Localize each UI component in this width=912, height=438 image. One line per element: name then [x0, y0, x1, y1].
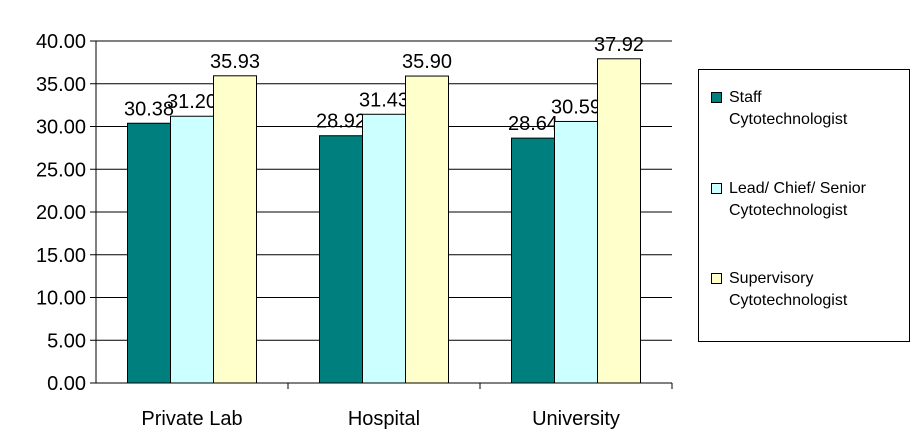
bar — [362, 113, 406, 384]
data-label: 31.20 — [167, 91, 217, 113]
x-category-label: Private Lab — [141, 408, 242, 430]
data-label: 30.59 — [551, 96, 601, 118]
bar — [511, 137, 555, 384]
y-tick-label: 20.00 — [36, 202, 86, 224]
bar — [319, 135, 363, 384]
legend-label-staff: Staff Cytotechnologist — [729, 89, 848, 128]
chart-legend: Staff Cytotechnologist Lead/ Chief/ Seni… — [698, 69, 910, 342]
y-tick-label: 5.00 — [47, 330, 86, 352]
data-label: 30.38 — [124, 98, 174, 120]
data-label: 35.90 — [402, 51, 452, 73]
bar — [127, 122, 171, 384]
x-category-label: University — [532, 408, 620, 430]
legend-swatch-supervisory — [711, 273, 722, 284]
bar — [405, 75, 449, 384]
y-tick-label: 15.00 — [36, 245, 86, 267]
bar — [170, 115, 214, 384]
legend-label-supervisory: Supervisory Cytotechnologist — [729, 270, 848, 309]
y-tick-label: 25.00 — [36, 159, 86, 181]
data-label: 35.93 — [210, 51, 260, 73]
data-label: 31.43 — [359, 89, 409, 111]
legend-swatch-lead — [711, 183, 722, 194]
y-tick-label: 30.00 — [36, 117, 86, 139]
data-label: 28.92 — [316, 111, 366, 133]
data-label: 37.92 — [594, 34, 644, 56]
x-category-label: Hospital — [348, 408, 420, 430]
legend-label-lead: Lead/ Chief/ Senior Cytotechnologist — [729, 180, 866, 219]
bar — [213, 75, 257, 384]
y-tick-label: 0.00 — [47, 373, 86, 395]
bar — [597, 58, 641, 384]
y-tick-label: 40.00 — [36, 31, 86, 53]
bar — [554, 120, 598, 384]
legend-swatch-staff — [711, 92, 722, 103]
data-label: 28.64 — [508, 113, 558, 135]
y-tick-label: 35.00 — [36, 74, 86, 96]
y-tick-label: 10.00 — [36, 288, 86, 310]
